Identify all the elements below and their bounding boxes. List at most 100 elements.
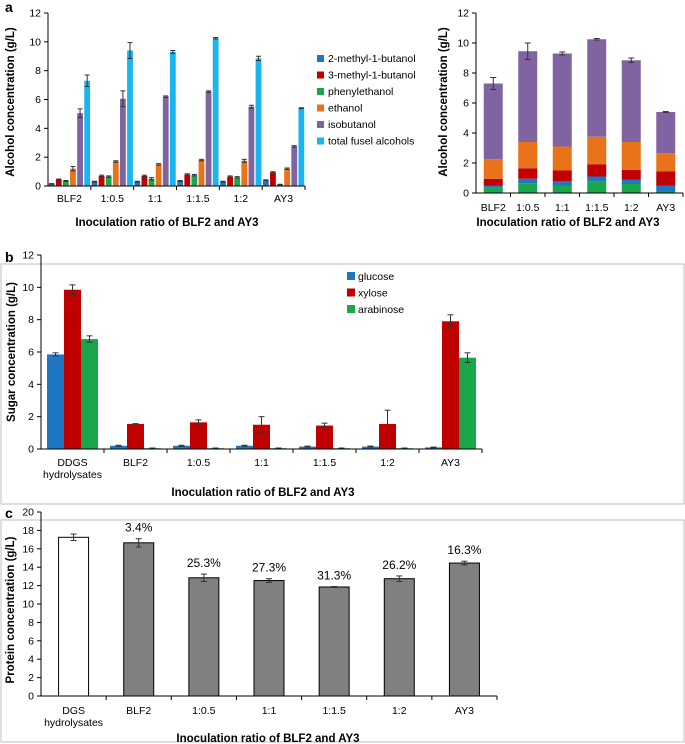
data-label-ay3: 16.3% <box>447 543 481 557</box>
chart-a-ylabel: Alcohol concentration (g/L) <box>5 27 17 177</box>
chart-c-bars: 3.4% 25.3% 27.3% 31.3% 26.2% 16.3% <box>58 521 482 697</box>
category-label-blf2: BLF2 <box>123 457 148 469</box>
y-tick-label-0: 0 <box>28 691 34 703</box>
chart-c-y-ticks: 0 2 4 6 8 10 12 14 16 18 20 <box>22 507 41 703</box>
y-tick-label-6: 6 <box>35 94 41 106</box>
stack-isobutanol-ay3 <box>656 112 676 154</box>
chart-a-right-xlabel: Inoculation ratio of BLF2 and AY3 <box>476 217 659 229</box>
stack-3-methyl-1-butanol-1-0-5 <box>518 168 538 179</box>
bar-xylose-blf2 <box>127 423 144 449</box>
bar-xylose-1-1-5 <box>316 425 333 449</box>
chart-a-legend: 2-methyl-1-butanol 3-methyl-1-butanol phen… <box>317 53 416 148</box>
y-tick-label-8: 8 <box>35 65 41 77</box>
y-tick-label-12: 12 <box>22 250 34 262</box>
y-tick-label-12: 12 <box>29 8 41 20</box>
legend-label-phenylethanol: phenylethanol <box>328 86 393 98</box>
y-tick-label-12: 12 <box>457 8 469 20</box>
bar-3-methyl-1-butanol-1-1-5 <box>184 174 191 186</box>
bar-arabinose-ddgs-hydrolysates <box>81 339 98 449</box>
legend-label-arabinose: arabinose <box>358 304 404 316</box>
bar-total-fusel-alcohols-blf2 <box>84 80 91 186</box>
category-label-1-1-5: 1:1.5 <box>585 202 609 214</box>
bar-2-methyl-1-butanol-1-1-5 <box>177 180 184 186</box>
category-label-ay3: AY3 <box>455 705 474 717</box>
y-tick-label-6: 6 <box>28 347 34 359</box>
stack-2-methyl-1-butanol-1-1 <box>552 181 572 186</box>
category-label-1-0-5: 1:0.5 <box>187 457 211 469</box>
bar-phenylethanol-1-0-5 <box>105 176 112 186</box>
bar-2-methyl-1-butanol-blf2 <box>48 183 55 186</box>
y-tick-label-10: 10 <box>22 599 34 611</box>
category-label-1-1-5: 1:1.5 <box>313 457 337 469</box>
bar-glucose-1-2 <box>362 446 379 449</box>
panel-label-b: b <box>5 249 14 265</box>
category-label-1-1: 1:1 <box>262 705 277 717</box>
stack-3-methyl-1-butanol-ay3 <box>656 171 676 186</box>
category-label-blf2: BLF2 <box>57 193 82 205</box>
legend-label-isobutanol: isobutanol <box>328 119 376 131</box>
y-tick-label-2: 2 <box>28 411 34 423</box>
y-tick-label-6: 6 <box>28 635 34 647</box>
category-label-ddgs-hydrolysates: DDGS hydrolysates <box>43 457 102 481</box>
y-tick-label-8: 8 <box>28 314 34 326</box>
y-tick-label-6: 6 <box>463 98 469 110</box>
chart-c-frame <box>0 519 685 743</box>
bar-phenylethanol-blf2 <box>62 180 69 186</box>
stack-phenylethanol-1-0-5 <box>518 183 538 193</box>
y-tick-label-4: 4 <box>28 379 34 391</box>
y-tick-label-14: 14 <box>22 562 34 574</box>
bar-protein-dgs-hydrolysates <box>58 536 90 697</box>
chart-a-right-y-ticks: 0 2 4 6 8 10 12 <box>457 8 476 200</box>
chart-a-right-bars <box>483 38 676 193</box>
category-label-ay3: AY3 <box>274 193 293 205</box>
bar-phenylethanol-1-1 <box>148 178 155 186</box>
chart-b-frame <box>0 263 685 505</box>
category-label-1-2: 1:2 <box>392 705 407 717</box>
y-tick-label-10: 10 <box>29 36 41 48</box>
legend-label-xylose: xylose <box>358 288 388 300</box>
legend-label-glucose: glucose <box>358 271 394 283</box>
bar-total-fusel-alcohols-ay3 <box>298 108 305 186</box>
category-label-1-1: 1:1 <box>555 202 570 214</box>
category-label-dgs-hydrolysates: DGS hydrolysates <box>44 705 103 729</box>
bar-phenylethanol-1-1-5 <box>191 175 198 186</box>
bar-ethanol-1-0-5 <box>112 161 119 186</box>
category-label-blf2: BLF2 <box>481 202 506 214</box>
category-label-ay3: AY3 <box>441 457 460 469</box>
bar-isobutanol-blf2 <box>77 113 83 186</box>
bar-glucose-1-1 <box>236 445 253 449</box>
bar-xylose-1-0-5 <box>190 422 207 449</box>
stack-ethanol-1-1 <box>552 146 572 171</box>
bar-phenylethanol-1-2 <box>234 177 241 186</box>
category-label-1-1: 1:1 <box>148 193 163 205</box>
legend-label-3-methyl-1-butanol: 3-methyl-1-butanol <box>328 70 416 82</box>
chart-c-categories: DGS hydrolysates BLF2 1:0.5 1:1 1:1.5 1:2 AY3 <box>44 696 498 729</box>
bar-total-fusel-alcohols-1-2 <box>255 58 262 186</box>
legend-swatch-arabinose <box>347 305 355 313</box>
y-tick-label-4: 4 <box>28 654 34 666</box>
y-tick-label-12: 12 <box>22 580 34 592</box>
data-label-blf2: 3.4% <box>125 521 153 535</box>
legend-swatch-isobutanol <box>317 121 324 128</box>
panel-label-c: c <box>5 505 13 521</box>
bar-protein-ay3 <box>448 562 480 697</box>
bar-2-methyl-1-butanol-1-2 <box>220 181 226 186</box>
legend-label-ethanol: ethanol <box>328 103 362 115</box>
y-tick-label-20: 20 <box>22 507 34 519</box>
category-label-ay3: AY3 <box>656 202 675 214</box>
bar-3-methyl-1-butanol-1-1 <box>141 175 148 186</box>
bar-3-methyl-1-butanol-blf2 <box>55 179 62 186</box>
chart-c-xlabel: Inoculation ratio of BLF2 and AY3 <box>176 733 359 744</box>
legend-swatch-3-methyl-1-butanol <box>317 71 324 79</box>
stack-phenylethanol-1-1-5 <box>587 181 607 193</box>
stack-3-methyl-1-butanol-1-2 <box>621 169 641 180</box>
stack-2-methyl-1-butanol-1-2 <box>621 179 641 184</box>
chart-c-protein: 0 2 4 6 8 10 12 14 16 18 20 3.4% 25.3% 27.3% 31.3% 26.… <box>0 507 685 744</box>
chart-a-bars <box>48 37 305 186</box>
y-tick-label-8: 8 <box>463 68 469 80</box>
chart-a-y-ticks: 0 2 4 6 8 10 12 <box>29 8 48 193</box>
legend-swatch-ethanol <box>317 104 324 112</box>
category-label-1-2: 1:2 <box>233 193 248 205</box>
chart-b-ylabel: Sugar concentration (g/L) <box>6 282 18 422</box>
stack-ethanol-1-0-5 <box>518 142 538 169</box>
